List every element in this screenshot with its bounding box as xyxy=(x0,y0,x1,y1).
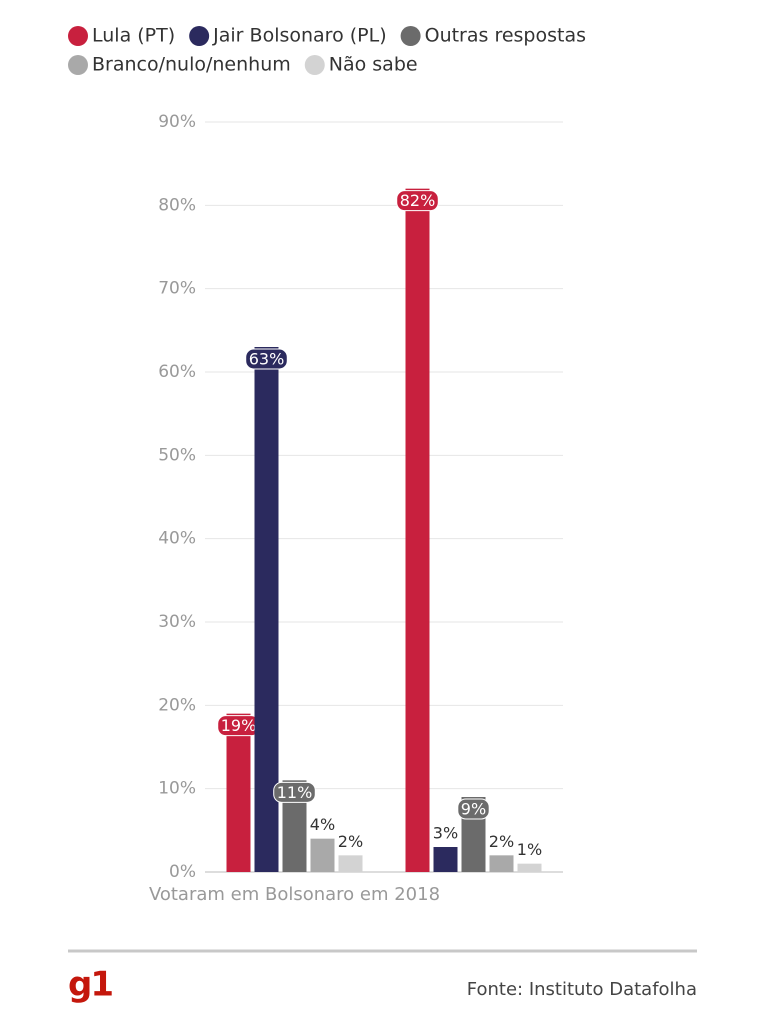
value-label: 3% xyxy=(433,824,458,843)
value-label: 1% xyxy=(517,840,542,859)
legend-swatch xyxy=(189,26,210,46)
logo: g1 xyxy=(68,965,112,1005)
value-label: 19% xyxy=(221,716,257,735)
y-tick-label: 0% xyxy=(169,862,196,882)
y-tick-label: 20% xyxy=(158,695,196,715)
value-label-bg xyxy=(245,348,288,370)
bar xyxy=(310,838,335,872)
y-tick-label: 90% xyxy=(158,112,196,132)
bar xyxy=(405,188,430,872)
y-tick-label: 40% xyxy=(158,529,196,549)
value-label: 2% xyxy=(338,832,363,851)
legend-label: Lula (PT) xyxy=(92,25,175,47)
legend-swatch xyxy=(304,55,325,75)
value-label-bg xyxy=(273,781,316,803)
legend-swatch xyxy=(68,55,88,75)
value-label-bg xyxy=(457,798,490,820)
bar xyxy=(226,713,251,872)
value-label: 2% xyxy=(489,832,514,851)
legend-swatch xyxy=(68,26,88,46)
y-tick-label: 70% xyxy=(158,279,196,299)
legend-label: Jair Bolsonaro (PL) xyxy=(212,25,386,47)
bar xyxy=(433,847,458,872)
y-tick-label: 50% xyxy=(158,445,196,465)
value-label: 4% xyxy=(310,815,335,834)
value-label: 82% xyxy=(400,191,436,210)
bar xyxy=(254,347,279,872)
y-tick-label: 80% xyxy=(158,195,196,215)
legend-swatch xyxy=(400,26,421,46)
bar xyxy=(517,863,542,872)
value-label: 11% xyxy=(277,783,313,802)
value-label: 9% xyxy=(461,800,486,819)
y-tick-label: 30% xyxy=(158,612,196,632)
legend-label: Não sabe xyxy=(329,54,418,76)
y-tick-label: 60% xyxy=(158,362,196,382)
legend-label: Outras respostas xyxy=(425,25,586,47)
source: Fonte: Instituto Datafolha xyxy=(467,979,697,1000)
bar xyxy=(489,855,514,872)
x-tick-label: Votaram em Bolsonaro em 2018 xyxy=(149,884,440,905)
legend-label: Branco/nulo/nenhum xyxy=(92,54,291,76)
value-label: 63% xyxy=(249,350,285,369)
y-tick-label: 10% xyxy=(158,779,196,799)
value-label-bg xyxy=(396,190,439,212)
bar xyxy=(338,855,363,872)
